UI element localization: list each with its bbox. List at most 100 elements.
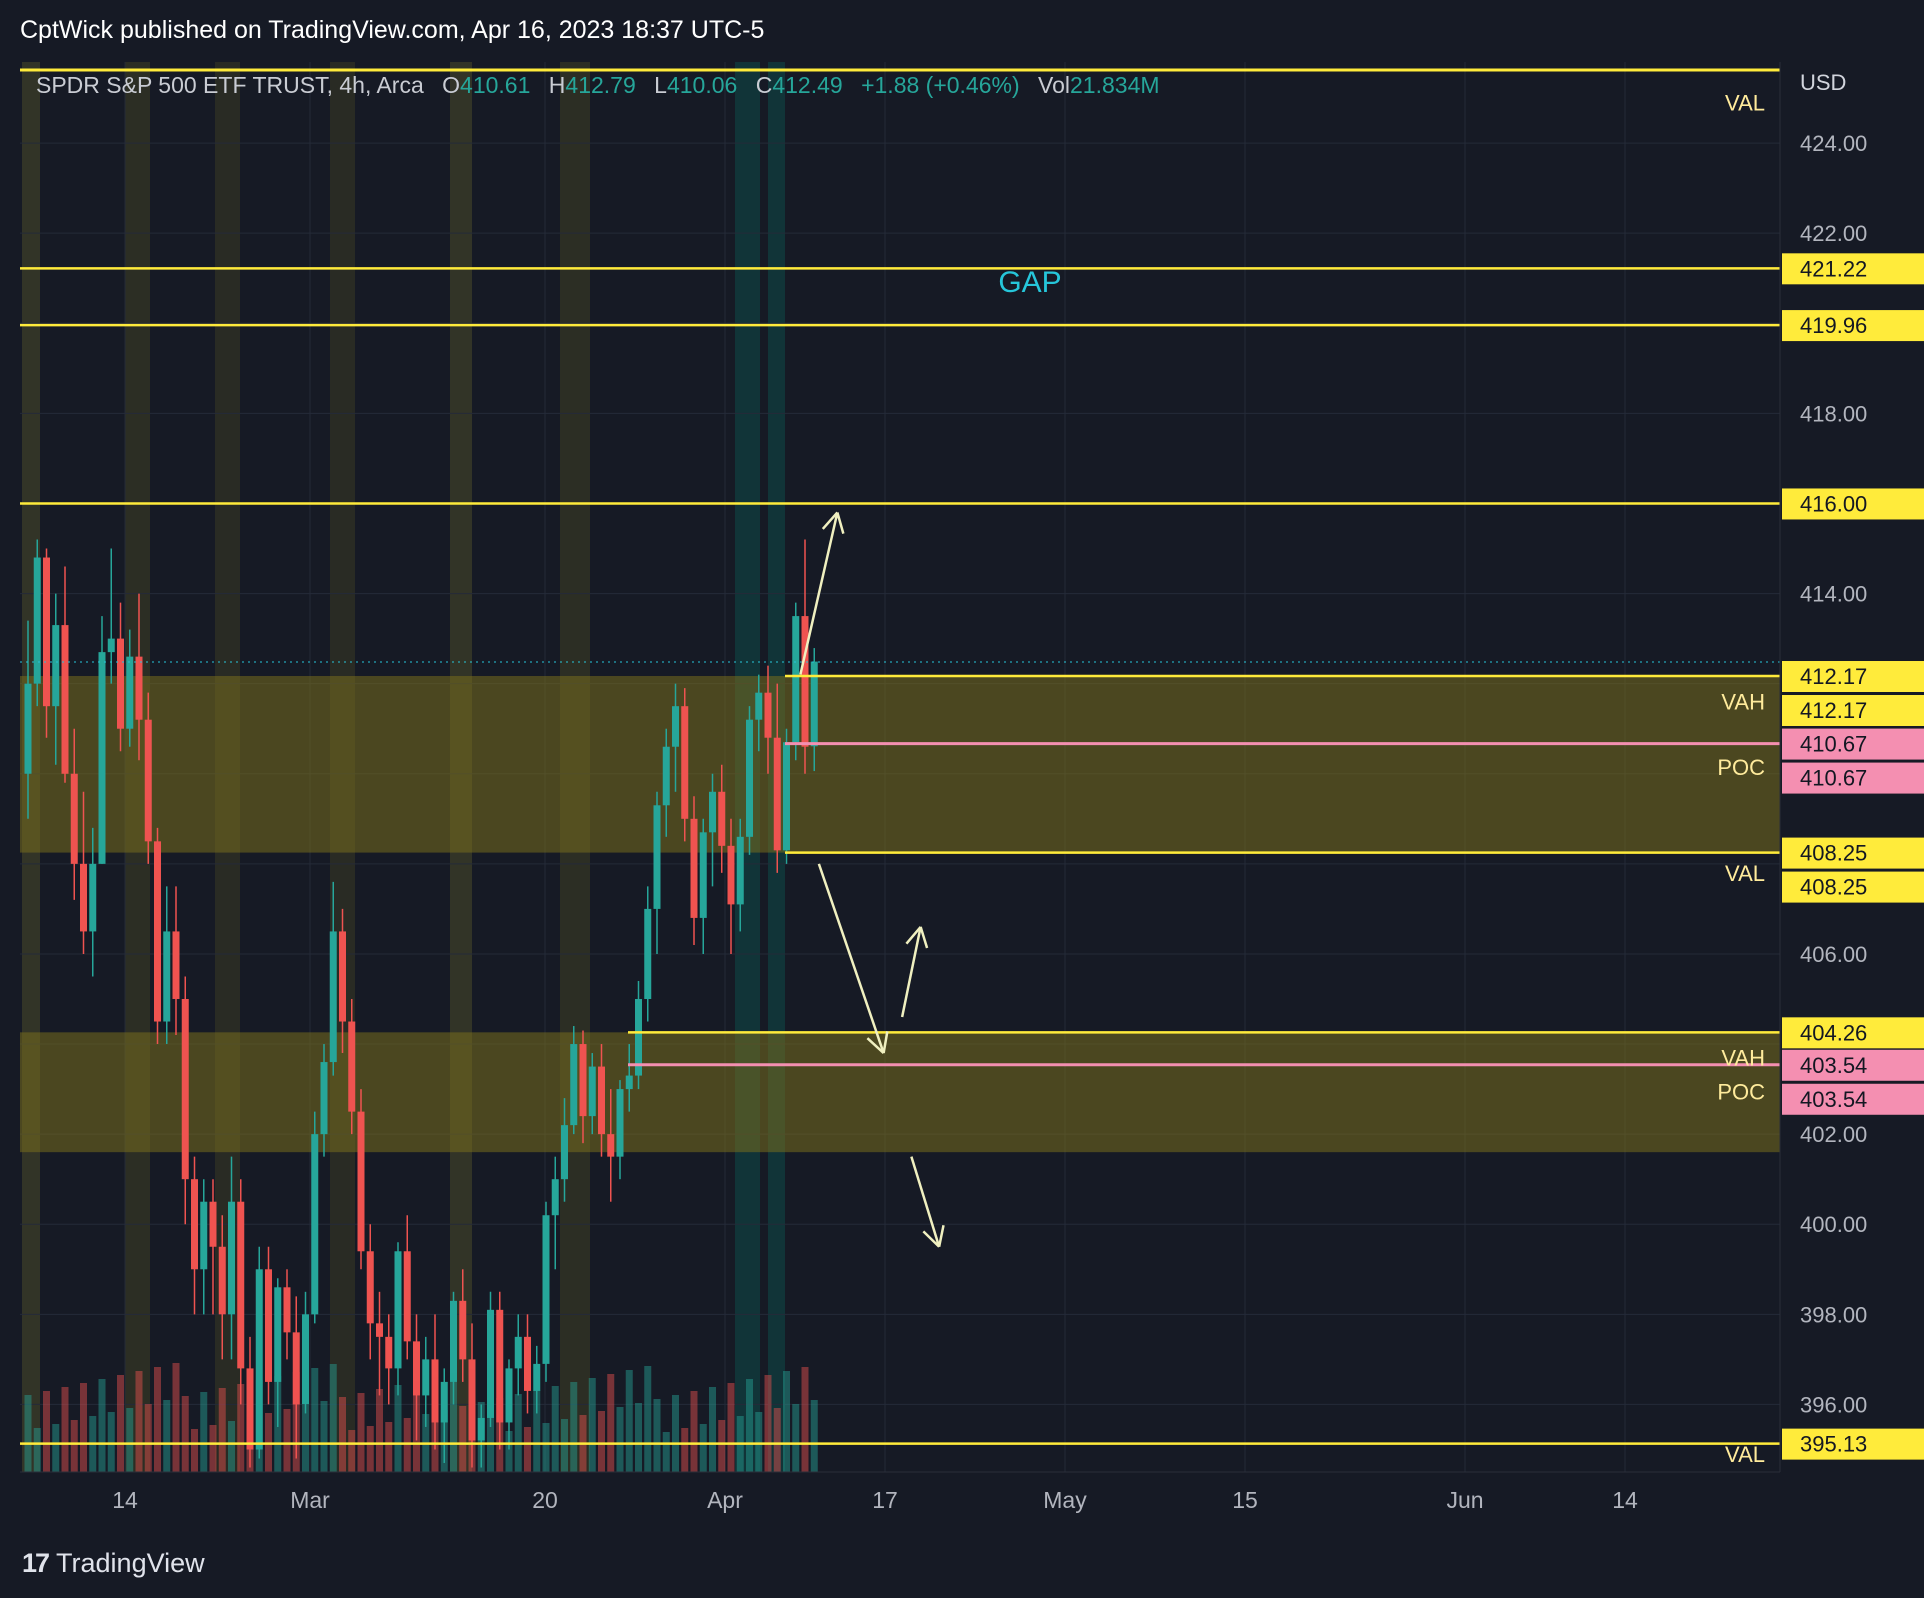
candle-body [98,652,106,864]
candle-body [144,719,152,842]
zone-label: VAL [1725,91,1765,116]
candle-body [80,863,87,932]
candle-body [773,737,781,851]
candle-body [533,1363,541,1391]
price-level-value: 408.25 [1800,841,1867,866]
zone-label: VAH [1721,690,1765,715]
price-tick-label: 396.00 [1800,1392,1867,1417]
price-level-tag [1782,695,1924,727]
price-level-tag [1782,1428,1924,1460]
candle-body [542,1215,550,1364]
currency-label: USD [1800,70,1846,95]
arrow-head [919,926,929,949]
time-tick-label: 14 [112,1487,138,1513]
volume-bar [542,1423,550,1472]
volume-bar [459,1406,467,1472]
candle-body [107,638,115,653]
volume-bar [672,1395,679,1472]
volume-bar [773,1408,781,1472]
volume-bar [366,1426,374,1472]
volume-bar [681,1428,689,1472]
candle-body [625,1075,633,1090]
price-level-value: 408.25 [1800,875,1867,900]
candle-body [514,1336,522,1369]
candle-body [24,683,32,774]
candle-body [450,1300,457,1382]
candle-body [191,1179,198,1270]
candle-body [274,1287,282,1382]
volume-bar [80,1383,87,1472]
volume-bar [126,1408,134,1472]
candle-body [699,832,707,918]
price-level-value: 404.26 [1800,1020,1867,1045]
volume-bar [487,1365,494,1472]
volume-bar [70,1420,78,1472]
value-area-zones [20,676,1780,1153]
value-area-zone [20,1032,1780,1153]
volume-bar [311,1368,319,1472]
candle-body [468,1359,476,1441]
close-label: C [755,72,773,98]
volume-bar [107,1412,115,1472]
volume-bar [810,1400,818,1472]
volume-bar [801,1367,809,1472]
volume-bar [468,1369,476,1472]
volume-bar [570,1382,578,1472]
volume-value: 21.834M [1070,72,1160,98]
tradingview-brand: TradingView [56,1548,205,1578]
candle-body [690,818,698,918]
candle-body [718,791,726,846]
price-level-value: 419.96 [1800,313,1867,338]
volume-bar [551,1386,559,1472]
volume-bar [653,1399,661,1472]
volume-bar [635,1403,642,1472]
time-tick-label: 14 [1612,1487,1638,1513]
candle-body [117,638,124,729]
candle-body [255,1269,263,1450]
candle-body [644,908,652,999]
candle-body [598,1066,605,1135]
candle-body [329,931,337,1063]
publish-header: CptWick published on TradingView.com, Ap… [0,0,1924,62]
volume-bar [24,1395,32,1472]
candle-body [43,557,50,707]
price-level-value: 395.13 [1800,1432,1867,1457]
candle-body [200,1201,208,1270]
candle-body [551,1179,559,1216]
candle-body [635,998,642,1076]
volume-bar [450,1373,457,1472]
candle-body [366,1251,374,1324]
low-value: 410.06 [666,72,738,98]
volume-bar [598,1411,605,1472]
candle-body [265,1269,272,1382]
candle-body [237,1201,245,1369]
tradingview-logo[interactable]: 17 TradingView [22,1548,205,1579]
volume-bar [783,1371,790,1472]
volume-bar [43,1391,50,1472]
volume-bar [616,1407,624,1472]
volume-bar [514,1394,522,1472]
price-tick-label: 398.00 [1800,1302,1867,1327]
candle-body [311,1134,319,1315]
candle-body [579,1044,587,1117]
candle-body [181,998,189,1180]
volume-bar [154,1367,161,1472]
volume-bar [172,1363,180,1472]
change-value: +1.88 (+0.46%) [861,72,1020,98]
zone-label: VAL [1725,861,1765,886]
candle-body [487,1309,494,1418]
footer: 17 TradingView [0,1524,1924,1598]
candle-body [653,805,661,909]
candle-body [681,706,689,819]
volume-bar [662,1432,670,1472]
price-level-tag [1782,1083,1924,1115]
volume-bar [764,1375,772,1472]
volume-bar [320,1401,328,1472]
volume-bar [709,1387,716,1472]
candle-body [672,706,679,747]
price-level-tag [1782,871,1924,903]
candle-body [218,1246,226,1315]
zone-label: POC [1717,755,1765,780]
volume-bar [218,1388,226,1472]
